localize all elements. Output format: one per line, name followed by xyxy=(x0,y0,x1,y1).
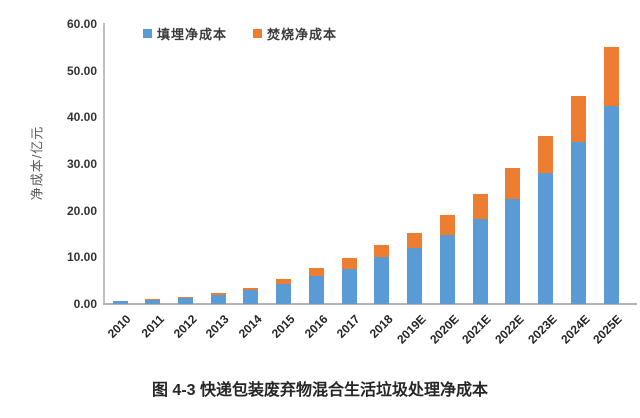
legend-swatch-icon xyxy=(253,29,263,38)
x-tick-label: 2011 xyxy=(138,312,167,341)
y-axis-line xyxy=(103,23,105,305)
legend-item: 焚烧净成本 xyxy=(253,24,337,43)
stacked-bar-2018 xyxy=(374,244,390,304)
x-tick-label: 2014 xyxy=(236,312,265,341)
bar-segment-landfill xyxy=(374,257,390,304)
x-tick-label: 2025E xyxy=(590,312,625,347)
stacked-bar-2011 xyxy=(145,299,161,304)
bar-segment-incineration xyxy=(210,292,226,296)
bar-segment-landfill xyxy=(210,295,226,304)
x-tick-label: 2020E xyxy=(426,312,462,347)
stacked-bar-2020E xyxy=(439,215,455,304)
x-tick-label: 2023E xyxy=(524,312,560,347)
bar-segment-landfill xyxy=(308,275,324,304)
y-tick-label: 20.00 xyxy=(66,203,97,218)
y-tick-label: 50.00 xyxy=(66,63,97,78)
bar-segment-incineration xyxy=(243,287,259,291)
bar-segment-landfill xyxy=(439,234,455,304)
y-tick-label: 40.00 xyxy=(66,110,97,125)
bar-segment-landfill xyxy=(177,297,193,304)
bar-segment-incineration xyxy=(570,96,586,143)
legend-swatch-icon xyxy=(143,29,152,38)
bar-segment-landfill xyxy=(505,198,521,304)
bar-segment-landfill xyxy=(243,290,259,304)
stacked-bar-2015 xyxy=(276,279,292,304)
y-tick-label: 10.00 xyxy=(66,250,97,265)
stacked-bar-2022E xyxy=(505,168,521,304)
bar-segment-landfill xyxy=(407,247,423,304)
legend-label: 焚烧净成本 xyxy=(267,27,338,42)
bar-segment-landfill xyxy=(112,301,128,304)
bar-segment-landfill xyxy=(472,219,488,304)
x-tick-label: 2019E xyxy=(394,312,429,347)
bar-segment-incineration xyxy=(145,299,161,300)
x-tick-label: 2017 xyxy=(334,312,364,341)
x-tick-label: 2021E xyxy=(459,312,494,347)
stacked-bar-2017 xyxy=(341,257,357,304)
bar-segment-landfill xyxy=(538,173,554,304)
bar-segment-incineration xyxy=(341,257,357,269)
bar-segment-incineration xyxy=(374,244,390,258)
y-tick-label: 60.00 xyxy=(66,17,97,31)
stacked-bar-2012 xyxy=(177,296,193,304)
stacked-bar-2024E xyxy=(570,96,586,304)
bar-segment-landfill xyxy=(145,299,161,304)
bar-segment-landfill xyxy=(341,268,357,304)
bar-segment-incineration xyxy=(603,47,619,106)
chart-caption: 图 4-3 快递包装废弃物混合生活垃圾处理净成本 xyxy=(151,382,489,399)
stacked-bar-2013 xyxy=(210,292,226,304)
legend-label: 填埋净成本 xyxy=(157,27,228,42)
bar-segment-landfill xyxy=(570,142,586,304)
y-tick-label: 30.00 xyxy=(66,157,97,171)
stacked-bar-2021E xyxy=(472,194,488,304)
bar-segment-incineration xyxy=(276,279,292,285)
x-tick-label: 2018 xyxy=(366,312,396,341)
bar-segment-incineration xyxy=(505,168,521,199)
x-axis-line xyxy=(103,303,637,305)
y-tick-label: 0.00 xyxy=(73,297,97,311)
bar-segment-incineration xyxy=(308,268,324,276)
x-tick-label: 2016 xyxy=(301,312,331,341)
stacked-bar-2014 xyxy=(243,287,259,304)
chart-legend: 填埋净成本 焚烧净成本 xyxy=(143,24,337,43)
bar-segment-incineration xyxy=(407,232,423,248)
x-tick-label: 2015 xyxy=(268,312,298,341)
bar-segment-landfill xyxy=(276,284,292,304)
legend-item: 填埋净成本 xyxy=(143,24,227,43)
bar-segment-incineration xyxy=(439,215,455,235)
x-tick-label: 2022E xyxy=(492,312,527,347)
bar-segment-incineration xyxy=(177,296,193,298)
bar-segment-incineration xyxy=(538,136,554,174)
stacked-bar-2010 xyxy=(112,300,128,304)
bar-segment-landfill xyxy=(603,105,619,304)
stacked-bar-2023E xyxy=(538,136,554,304)
x-tick-label: 2012 xyxy=(170,312,200,341)
x-tick-label: 2010 xyxy=(105,312,134,341)
stacked-bar-2025E xyxy=(603,47,619,304)
bar-segment-incineration xyxy=(472,194,488,220)
x-tick-label: 2013 xyxy=(203,312,233,341)
stacked-bar-2019E xyxy=(407,232,423,304)
x-tick-label: 2024E xyxy=(557,312,593,347)
stacked-bar-2016 xyxy=(308,268,324,304)
